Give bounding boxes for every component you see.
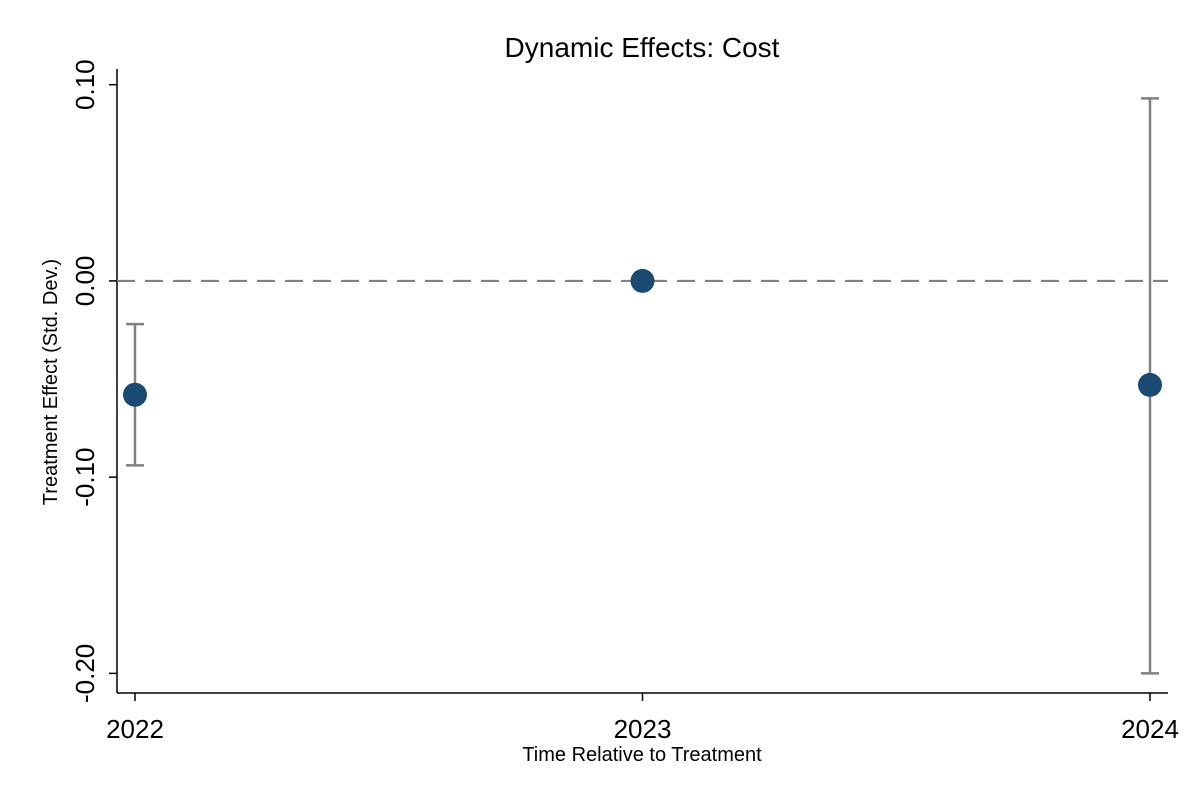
x-tick-label: 2023 (614, 714, 672, 744)
x-tick-label: 2024 (1121, 714, 1179, 744)
data-point (123, 382, 147, 407)
data-point (1138, 372, 1162, 397)
y-tick-label: 0.10 (70, 59, 100, 110)
x-axis-title: Time Relative to Treatment (522, 744, 762, 766)
data-point (630, 268, 655, 293)
y-tick-label: 0.00 (70, 256, 100, 307)
y-axis-title: Treatment Effect (Std. Dev.) (40, 259, 62, 505)
x-tick-label: 2022 (106, 714, 164, 744)
chart-title: Dynamic Effects: Cost (505, 32, 780, 63)
y-tick-label: -0.20 (70, 644, 100, 703)
y-tick-label: -0.10 (70, 448, 100, 507)
